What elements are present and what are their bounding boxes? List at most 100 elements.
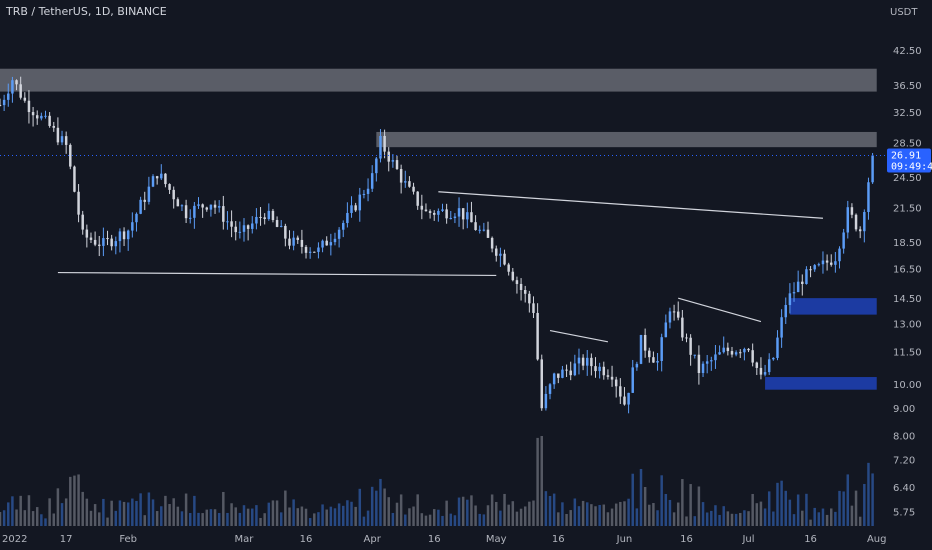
volume-bar [457,497,461,526]
volume-bar [838,490,841,526]
trendline [57,271,497,277]
candle-body [561,369,564,378]
volume-bar [792,514,796,526]
volume-bar [160,506,163,526]
candle-body [751,350,754,363]
candle-body [718,352,721,355]
volume-bar [772,511,775,526]
candle-body [160,173,163,179]
volume-bar [279,512,283,526]
volume-bar [205,509,209,526]
volume-bar [89,510,93,526]
candle-body [763,372,767,375]
candle-body [102,238,105,246]
candle-body [631,367,634,393]
candle-body [106,238,109,240]
candle-body [660,337,663,361]
price-axis[interactable]: USDT 42.50 36.50 32.50 28.50 24.50 21.50 18.50… [890,7,922,519]
candle-body [825,260,829,263]
candle-body [801,281,804,284]
volume-bar [296,508,299,526]
volume-bar [825,514,829,526]
volume-bar [536,437,539,526]
candle-body [93,239,97,245]
candle-body [110,238,113,247]
volume-bar [573,498,577,526]
zone-blue-3 [765,377,877,390]
volume-bar [689,484,692,526]
candle-body [739,352,742,354]
volume-bar [437,509,440,526]
volume-bar [829,508,833,526]
volume-bar [805,493,808,526]
candle-body [656,360,659,363]
volume-bar [801,510,804,526]
x-tick-label: Aug [867,534,887,545]
volume-bar [395,502,399,526]
volume-bar [387,497,390,526]
candle-body [40,115,43,119]
candle-body [532,303,535,313]
candle-body [710,360,713,362]
volume-bar [27,495,31,526]
volume-bar [48,498,51,526]
candle-body [354,205,357,211]
candle-body [664,322,668,338]
candle-body [858,229,862,232]
candle-body [234,226,237,233]
candle-body [829,262,833,265]
candle-body [379,135,382,159]
candle-body [48,115,51,126]
price-tag-countdown: 09:49:44 [891,161,932,172]
volume-bar [263,513,266,526]
volume-bar [226,512,229,526]
volume-bar [490,494,494,526]
candle-body [242,225,246,232]
candle-body [445,209,448,219]
x-tick-label: 16 [804,534,817,545]
volume-bar [552,493,556,526]
volume-bar [188,512,192,526]
volume-bar [242,505,246,526]
volume-bar [648,504,651,526]
candle-body [635,363,639,368]
candle-body [627,392,630,405]
volume-bar [858,516,862,526]
x-tick-label: Mar [235,534,255,545]
volume-bar [102,498,105,526]
candle-body [842,232,845,249]
candle-body [358,194,362,211]
time-axis[interactable]: 2022 17 Feb Mar 16 Apr 16 May 16 Jun 16 Jul 16 Aug [2,534,886,545]
volume-bar [375,490,378,526]
candle-body [834,261,837,265]
candle-body [404,181,407,183]
candle-body [313,251,316,253]
y-tick-label: 13.00 [893,319,922,330]
y-tick-label: 18.50 [893,238,922,249]
candle-body [850,207,854,215]
x-tick-label: 17 [60,534,73,545]
volume-bar [461,496,465,526]
volume-bar [164,495,167,526]
x-tick-label: 16 [428,534,441,545]
volume-bar [722,506,725,526]
candle-body [486,229,490,238]
volume-bar [759,501,763,526]
candle-body [263,217,266,219]
volume-bar [147,492,151,526]
candle-body [19,84,22,98]
candle-body [333,238,337,243]
candle-body [495,248,498,256]
volume-bar [747,511,750,526]
candle-body [2,99,6,106]
volume-bar [701,502,705,526]
candle-body [784,304,787,318]
volume-bar [209,509,213,526]
candle-body [871,155,874,183]
candle-body [614,379,618,387]
candle-body [11,80,14,94]
volume-bar [788,499,792,526]
candle-body [470,212,473,223]
x-tick-label: 16 [552,534,565,545]
